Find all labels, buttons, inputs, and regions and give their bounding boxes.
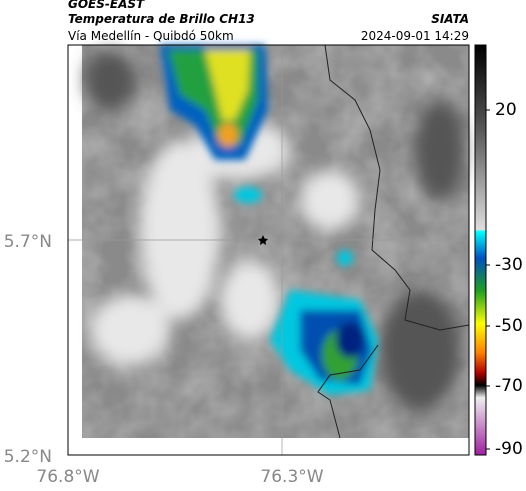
source: SIATA [431, 12, 469, 26]
colorbar-tick-label: -50 [495, 316, 523, 336]
region: Vía Medellín - Quibdó 50km [68, 29, 234, 43]
colorbar-tick-label: -90 [495, 439, 523, 459]
lat-label: 5.7°N [4, 232, 52, 252]
satellite-image [68, 44, 470, 455]
lat-label: 5.2°N [4, 447, 52, 467]
colorbar-tick-label: -70 [495, 376, 523, 396]
product: Temperatura de Brillo CH13 [68, 12, 255, 26]
colorbar: 20 -30 -50 -70 -90 [474, 44, 523, 459]
colorbar-tick-label: -30 [495, 255, 523, 275]
datetime: 2024-09-01 14:29 [361, 29, 469, 43]
colorbar-tick-label: 20 [495, 100, 517, 120]
lon-label: 76.3°W [260, 467, 323, 487]
satellite: GOES-EAST [68, 0, 145, 11]
lon-label: 76.8°W [36, 467, 99, 487]
